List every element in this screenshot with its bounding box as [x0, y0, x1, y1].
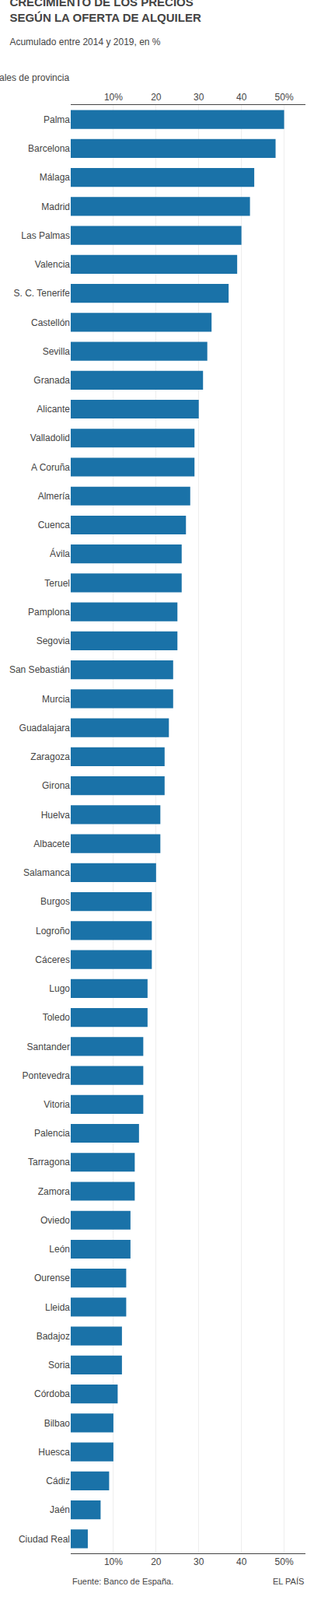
- svg-text:30: 30: [193, 1555, 205, 1567]
- svg-text:40: 40: [236, 91, 248, 103]
- svg-text:20: 20: [150, 1555, 162, 1567]
- svg-text:Guadalajara: Guadalajara: [19, 722, 71, 733]
- svg-text:10%: 10%: [104, 1555, 123, 1567]
- svg-text:Badajoz: Badajoz: [36, 1329, 70, 1341]
- svg-text:Castellón: Castellón: [31, 317, 70, 328]
- svg-text:Pamplona: Pamplona: [27, 606, 70, 618]
- svg-text:S. C. Tenerife: S. C. Tenerife: [13, 287, 71, 299]
- svg-text:Almería: Almería: [38, 490, 71, 502]
- svg-text:Cáceres: Cáceres: [34, 953, 70, 965]
- svg-text:Girona: Girona: [41, 779, 70, 791]
- svg-text:Vitoria: Vitoria: [43, 1098, 70, 1110]
- svg-text:Granada: Granada: [33, 374, 70, 386]
- svg-text:Acumulado entre 2014 y 2019, e: Acumulado entre 2014 y 2019, en %: [9, 36, 161, 48]
- svg-text:Ourense: Ourense: [34, 1271, 70, 1283]
- svg-text:Cádiz: Cádiz: [45, 1474, 70, 1486]
- svg-text:40: 40: [236, 1555, 248, 1567]
- svg-text:Burgos: Burgos: [40, 895, 70, 907]
- svg-text:Cuenca: Cuenca: [38, 519, 71, 531]
- svg-text:Ciudad Real: Ciudad Real: [18, 1532, 70, 1544]
- svg-text:Capitales de provincia: Capitales de provincia: [0, 72, 70, 84]
- svg-text:Teruel: Teruel: [44, 577, 70, 589]
- svg-text:Valencia: Valencia: [34, 258, 70, 270]
- svg-text:Huelva: Huelva: [41, 809, 71, 820]
- svg-text:Málaga: Málaga: [39, 171, 71, 183]
- svg-text:CRECIMIENTO DE LOS PRECIOSSEGÚ: CRECIMIENTO DE LOS PRECIOSSEGÚN LA OFERT…: [9, 0, 202, 25]
- svg-text:Logroño: Logroño: [35, 924, 70, 936]
- svg-text:Barcelona: Barcelona: [27, 143, 70, 154]
- svg-text:Murcia: Murcia: [41, 693, 70, 705]
- svg-text:20: 20: [150, 91, 162, 103]
- svg-text:A Coruña: A Coruña: [31, 461, 70, 473]
- svg-text:Oviedo: Oviedo: [40, 1214, 70, 1225]
- svg-text:Madrid: Madrid: [41, 201, 70, 213]
- svg-text:Pontevedra: Pontevedra: [22, 1069, 71, 1081]
- svg-text:San Sebastián: San Sebastián: [9, 663, 70, 675]
- svg-text:50%: 50%: [275, 1555, 294, 1567]
- svg-text:30: 30: [193, 91, 205, 103]
- svg-text:Zaragoza: Zaragoza: [30, 750, 70, 762]
- svg-text:Alicante: Alicante: [36, 403, 70, 415]
- svg-text:Córdoba: Córdoba: [34, 1387, 70, 1399]
- svg-text:Segovia: Segovia: [36, 635, 71, 646]
- svg-text:Fuente: Banco de España.: Fuente: Banco de España.: [72, 1575, 174, 1585]
- svg-text:Palencia: Palencia: [34, 1126, 70, 1138]
- svg-text:Soria: Soria: [48, 1358, 70, 1370]
- svg-text:Lugo: Lugo: [48, 982, 70, 994]
- svg-text:Jaén: Jaén: [49, 1503, 70, 1515]
- svg-text:Huesca: Huesca: [38, 1445, 70, 1457]
- svg-text:Salamanca: Salamanca: [23, 866, 70, 878]
- svg-text:Toledo: Toledo: [42, 1011, 71, 1023]
- svg-text:Bilbao: Bilbao: [44, 1416, 71, 1428]
- svg-text:EL PAÍS: EL PAÍS: [272, 1575, 304, 1585]
- svg-text:Palma: Palma: [43, 114, 70, 126]
- svg-text:Albacete: Albacete: [33, 837, 70, 849]
- svg-text:León: León: [48, 1242, 70, 1254]
- svg-text:Zamora: Zamora: [38, 1185, 71, 1197]
- svg-text:Lleida: Lleida: [45, 1301, 70, 1312]
- svg-text:Ávila: Ávila: [49, 547, 70, 559]
- svg-text:10%: 10%: [104, 91, 123, 103]
- svg-text:Las Palmas: Las Palmas: [20, 230, 70, 241]
- svg-text:50%: 50%: [275, 91, 294, 103]
- svg-text:Santander: Santander: [27, 1040, 70, 1052]
- svg-text:Tarragona: Tarragona: [27, 1155, 70, 1167]
- svg-text:Valladolid: Valladolid: [30, 432, 70, 444]
- svg-text:Sevilla: Sevilla: [42, 345, 71, 357]
